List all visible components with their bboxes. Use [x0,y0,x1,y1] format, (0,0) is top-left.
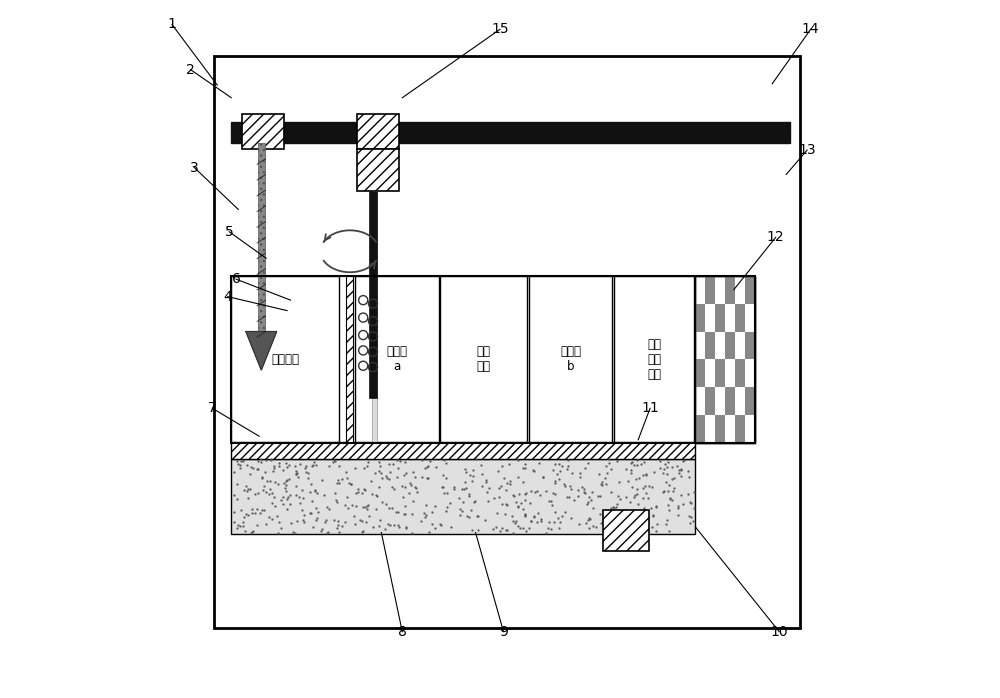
Text: 化学
发光
试剂: 化学 发光 试剂 [647,338,661,381]
Bar [231,276,755,443]
Text: 6: 6 [232,272,241,286]
Bar [725,332,735,359]
Bar [357,114,399,149]
Bar [705,332,715,359]
Bar [231,442,695,459]
Text: 8: 8 [398,625,407,639]
Text: 4: 4 [223,290,232,304]
Polygon shape [246,332,277,370]
Bar [715,415,725,443]
Text: 12: 12 [767,230,785,244]
Text: 洗涤液
b: 洗涤液 b [560,346,581,373]
Bar [705,276,715,304]
Bar [695,359,705,387]
Bar [355,276,439,443]
Bar [745,387,755,415]
Bar [715,359,725,387]
Text: 洗涤液
a: 洗涤液 a [386,346,407,373]
Bar [214,56,800,628]
Text: 10: 10 [770,625,788,639]
Text: 血清样本: 血清样本 [271,353,299,366]
Text: 3: 3 [190,161,199,174]
Bar [529,276,612,443]
Bar [695,276,755,443]
Bar [725,387,735,415]
Bar [614,276,694,443]
Text: 5: 5 [225,225,234,239]
Bar [695,415,705,443]
Bar [242,114,284,149]
Bar [705,387,715,415]
Bar [369,191,377,398]
Bar [258,143,265,335]
Text: 标记
抗体: 标记 抗体 [477,346,491,373]
Bar [695,276,755,443]
Bar [735,304,745,332]
Bar [603,510,649,551]
Text: 2: 2 [186,63,195,77]
Text: 13: 13 [798,143,816,157]
Bar [725,276,735,304]
Text: 15: 15 [491,22,509,36]
Text: 11: 11 [641,401,659,415]
Bar [372,191,377,443]
Text: 9: 9 [499,625,508,639]
Bar [735,359,745,387]
Text: 14: 14 [802,22,819,36]
Bar [231,276,339,443]
Bar [745,276,755,304]
Bar [346,276,353,443]
Bar [745,332,755,359]
Bar [695,304,705,332]
Bar [357,149,399,191]
Bar [440,276,527,443]
Text: 7: 7 [208,401,217,415]
Bar [231,122,790,143]
Bar [231,459,695,534]
Bar [715,304,725,332]
Text: 1: 1 [168,17,176,31]
Bar [735,415,745,443]
